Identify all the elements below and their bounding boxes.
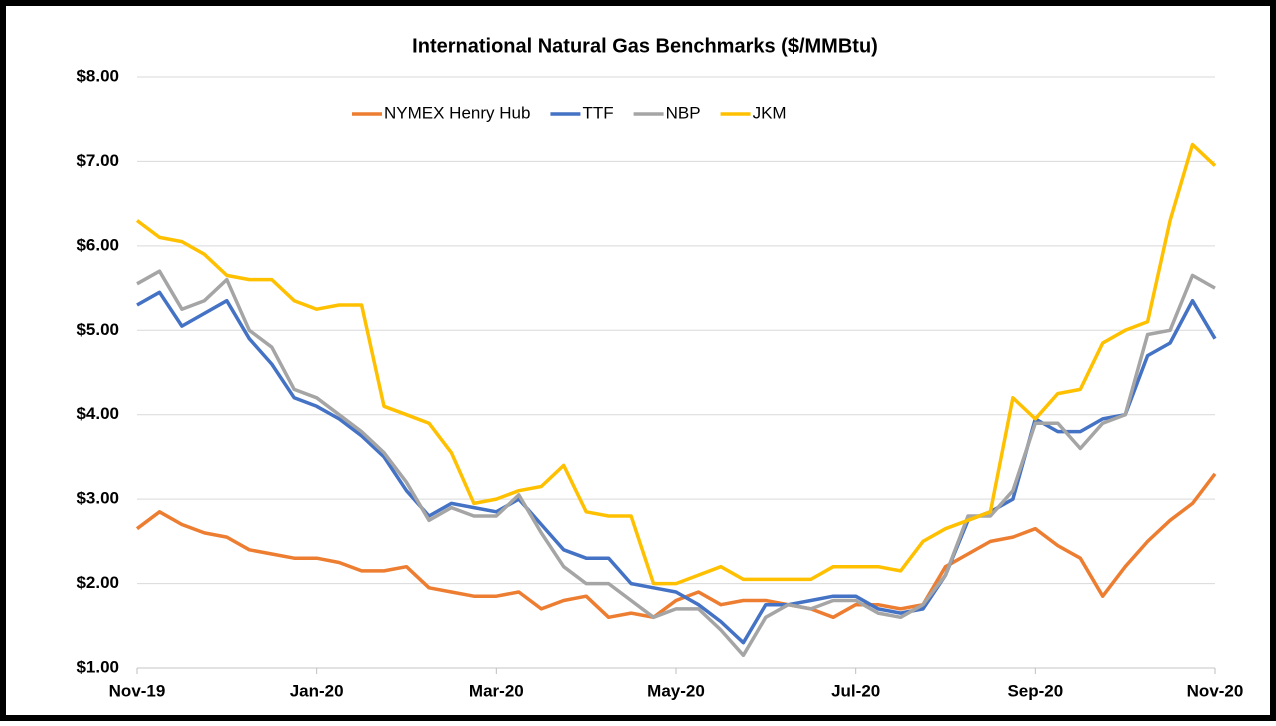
series-line [136,269,1216,658]
x-tick-label: Jan-20 [290,681,344,700]
series-line [135,472,1217,620]
legend-label: TTF [582,103,613,122]
y-tick-label: $2.00 [76,573,119,592]
x-tick-label: Mar-20 [469,681,524,700]
y-tick-label: $4.00 [76,404,119,423]
legend-label: NBP [666,103,701,122]
y-tick-label: $8.00 [76,66,119,85]
legend-label: NYMEX Henry Hub [384,103,530,122]
legend-label: JKM [753,103,787,122]
series-line [135,142,1217,586]
x-tick-label: May-20 [647,681,705,700]
y-tick-label: $7.00 [76,151,119,170]
y-tick-label: $1.00 [76,657,119,676]
y-tick-label: $6.00 [76,235,119,254]
x-tick-label: Nov-19 [109,681,166,700]
y-tick-label: $5.00 [76,320,119,339]
x-tick-label: Nov-20 [1187,681,1244,700]
chart-area [6,6,1270,715]
x-tick-label: Jul-20 [831,681,880,700]
y-tick-label: $3.00 [76,489,119,508]
x-tick-label: Sep-20 [1007,681,1063,700]
chart-title: International Natural Gas Benchmarks ($/… [412,35,878,57]
